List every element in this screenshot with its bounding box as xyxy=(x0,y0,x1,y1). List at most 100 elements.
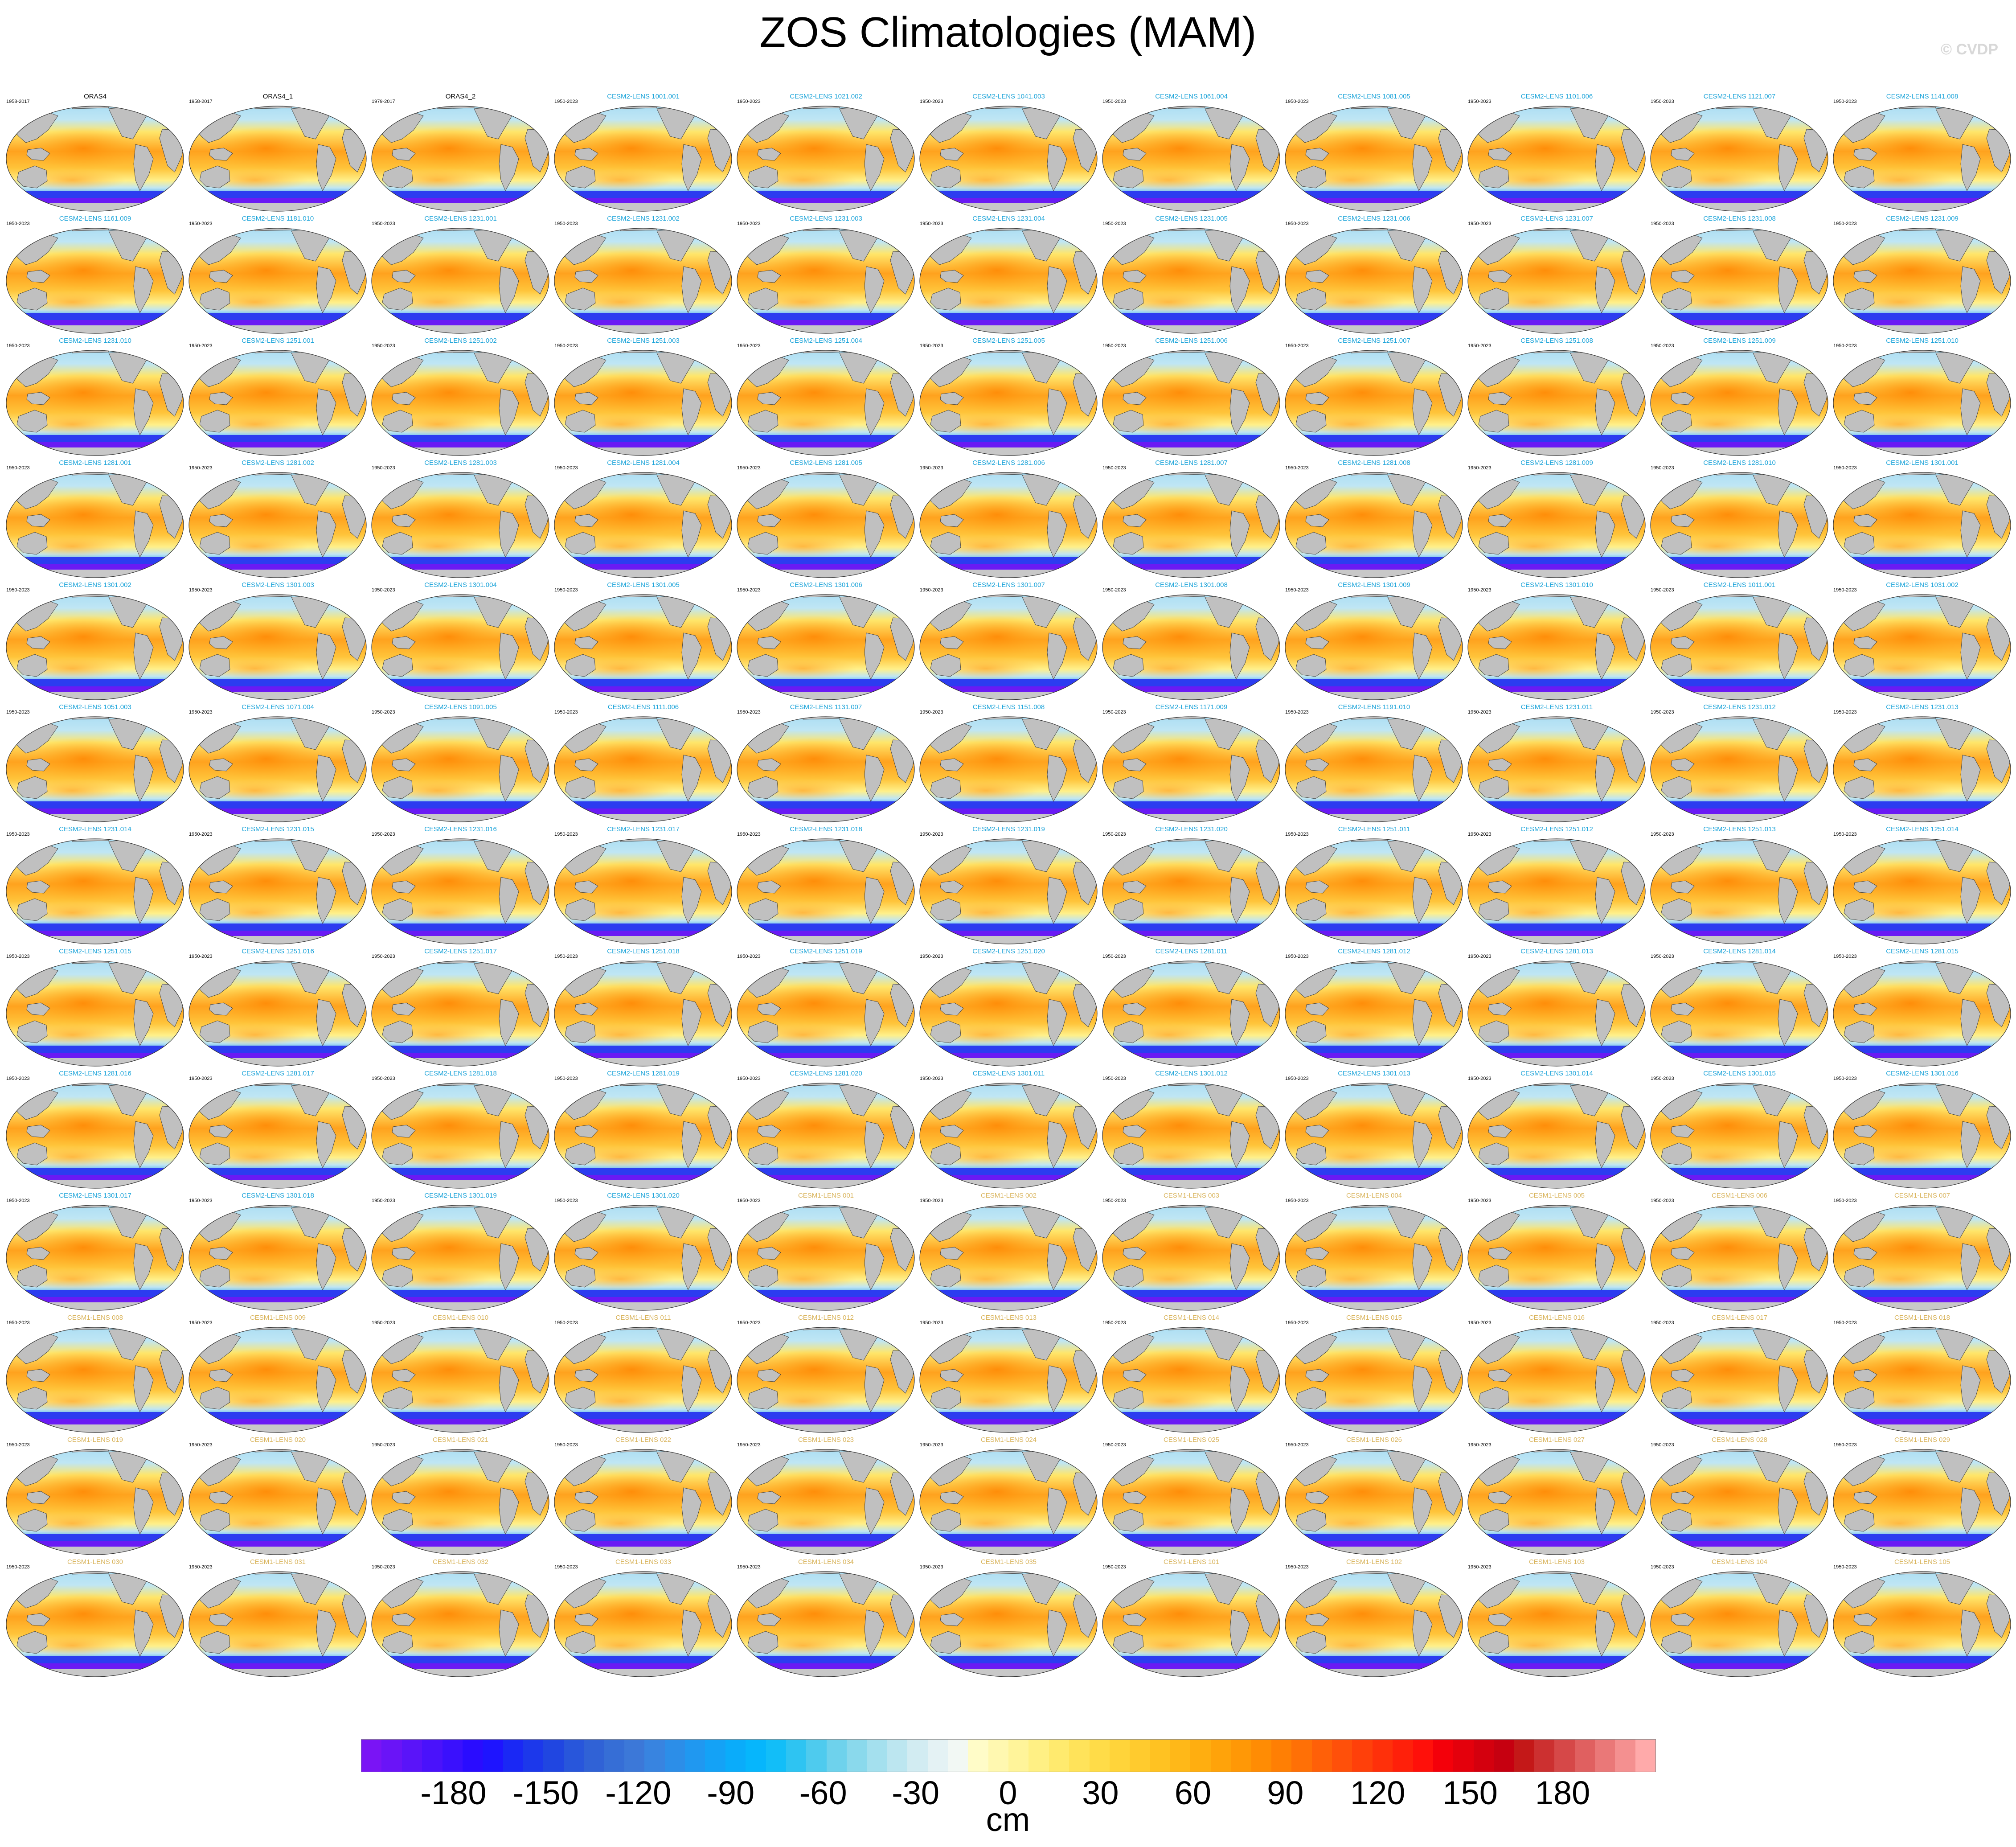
map-panel: CESM2-LENS 1231.009 1950-2023 xyxy=(1832,215,2012,337)
panel-title: CESM2-LENS 1251.019 xyxy=(790,948,862,955)
panel-period: 1950-2023 xyxy=(1102,343,1126,349)
zos-map xyxy=(371,1205,549,1311)
panel-period: 1950-2023 xyxy=(737,1076,761,1081)
panel-title: CESM2-LENS 1251.018 xyxy=(607,948,680,955)
panel-period: 1950-2023 xyxy=(920,1076,943,1081)
panel-period: 1950-2023 xyxy=(189,832,213,837)
colorbar-segment xyxy=(1170,1740,1191,1772)
panel-title: CESM1-LENS 021 xyxy=(432,1436,489,1444)
colorbar-segment xyxy=(361,1740,382,1772)
zos-map xyxy=(188,1327,367,1433)
colorbar-segment xyxy=(664,1740,685,1772)
panel-title: CESM2-LENS 1281.006 xyxy=(972,459,1045,467)
map-panel: CESM2-LENS 1251.017 1950-2023 xyxy=(371,948,550,1070)
colorbar-segment xyxy=(968,1740,988,1772)
panel-period: 1950-2023 xyxy=(1285,343,1309,349)
zos-map xyxy=(371,228,549,334)
panel-period: 1950-2023 xyxy=(372,465,395,471)
panel-title: CESM1-LENS 023 xyxy=(798,1436,854,1444)
panel-period: 1950-2023 xyxy=(1468,465,1492,471)
panel-title: CESM2-LENS 1251.006 xyxy=(1155,337,1228,345)
panel-period: 1958-2017 xyxy=(189,99,213,104)
panel-title: CESM2-LENS 1231.007 xyxy=(1520,215,1593,222)
zos-map xyxy=(1102,228,1280,334)
zos-map xyxy=(6,1571,184,1677)
map-panel: CESM2-LENS 1281.002 1950-2023 xyxy=(188,459,368,581)
panel-period: 1950-2023 xyxy=(554,1442,578,1448)
panel-period: 1950-2023 xyxy=(1833,710,1857,715)
map-panel: CESM1-LENS 102 1950-2023 xyxy=(1284,1558,1464,1680)
panel-title: CESM2-LENS 1281.008 xyxy=(1338,459,1410,467)
panel-title: CESM2-LENS 1301.020 xyxy=(607,1192,680,1199)
zos-map xyxy=(6,1327,184,1433)
colorbar-tick-label: 180 xyxy=(1535,1774,1590,1811)
zos-map xyxy=(1467,594,1646,700)
zos-map xyxy=(737,1205,915,1311)
colorbar-segment xyxy=(1473,1740,1494,1772)
zos-map xyxy=(1102,594,1280,700)
colorbar-segment xyxy=(1494,1740,1514,1772)
zos-map xyxy=(1285,1571,1463,1677)
panel-period: 1950-2023 xyxy=(1102,465,1126,471)
colorbar-tick-label: 150 xyxy=(1442,1774,1498,1811)
panel-title: CESM2-LENS 1061.004 xyxy=(1155,93,1228,100)
panel-period: 1950-2023 xyxy=(554,465,578,471)
panel-period: 1950-2023 xyxy=(737,465,761,471)
panel-period: 1950-2023 xyxy=(1468,832,1492,837)
colorbar-segment xyxy=(1311,1740,1332,1772)
zos-map xyxy=(6,350,184,456)
map-panel: CESM2-LENS 1301.016 1950-2023 xyxy=(1832,1070,2012,1192)
panel-period: 1950-2023 xyxy=(6,1076,30,1081)
zos-map xyxy=(371,1083,549,1189)
map-panel: CESM1-LENS 103 1950-2023 xyxy=(1467,1558,1647,1680)
zos-map xyxy=(737,838,915,944)
map-panel: CESM1-LENS 016 1950-2023 xyxy=(1467,1314,1647,1436)
zos-map xyxy=(1650,1205,1828,1311)
panel-period: 1950-2023 xyxy=(1285,1198,1309,1203)
colorbar-segment xyxy=(462,1740,483,1772)
zos-map xyxy=(1833,472,2011,578)
zos-map xyxy=(1650,960,1828,1067)
panel-title: CESM2-LENS 1281.019 xyxy=(607,1070,680,1077)
zos-map xyxy=(188,716,367,822)
map-panel: CESM2-LENS 1281.006 1950-2023 xyxy=(919,459,1098,581)
zos-map xyxy=(737,594,915,700)
zos-map xyxy=(737,106,915,212)
map-panel: CESM2-LENS 1251.015 1950-2023 xyxy=(5,948,185,1070)
map-panel: CESM2-LENS 1251.002 1950-2023 xyxy=(371,337,550,459)
panel-period: 1950-2023 xyxy=(6,1198,30,1203)
panel-period: 1950-2023 xyxy=(372,343,395,349)
colorbar-segment xyxy=(786,1740,807,1772)
panel-period: 1950-2023 xyxy=(920,1564,943,1570)
zos-map xyxy=(1833,1449,2011,1555)
panel-title: CESM2-LENS 1231.015 xyxy=(242,825,314,833)
map-panel: CESM2-LENS 1101.006 1950-2023 xyxy=(1467,93,1647,215)
zos-map xyxy=(554,594,732,700)
map-panel: CESM2-LENS 1281.005 1950-2023 xyxy=(736,459,916,581)
map-panel: CESM1-LENS 025 1950-2023 xyxy=(1102,1436,1281,1558)
map-panel: CESM2-LENS 1231.016 1950-2023 xyxy=(371,825,550,948)
colorbar-segment xyxy=(887,1740,908,1772)
panel-title: CESM1-LENS 017 xyxy=(1711,1314,1768,1322)
zos-map xyxy=(188,472,367,578)
panel-title: CESM1-LENS 005 xyxy=(1528,1192,1585,1199)
map-panel: CESM2-LENS 1071.004 1950-2023 xyxy=(188,703,368,825)
map-panel: CESM1-LENS 008 1950-2023 xyxy=(5,1314,185,1436)
map-panel: CESM2-LENS 1181.010 1950-2023 xyxy=(188,215,368,337)
panel-period: 1950-2023 xyxy=(189,954,213,959)
panel-period: 1950-2023 xyxy=(554,99,578,104)
zos-map xyxy=(371,106,549,212)
panel-period: 1950-2023 xyxy=(1833,1198,1857,1203)
map-panel: ORAS4_2 1979-2017 xyxy=(371,93,550,215)
panel-period: 1950-2023 xyxy=(189,1564,213,1570)
zos-map xyxy=(554,350,732,456)
panel-period: 1950-2023 xyxy=(6,465,30,471)
map-panel: CESM2-LENS 1281.014 1950-2023 xyxy=(1650,948,1829,1070)
zos-map xyxy=(1467,1327,1646,1433)
panel-title: CESM2-LENS 1301.007 xyxy=(972,581,1045,589)
panel-title: CESM2-LENS 1231.018 xyxy=(790,825,862,833)
zos-map xyxy=(1650,1083,1828,1189)
map-panel: CESM2-LENS 1251.019 1950-2023 xyxy=(736,948,916,1070)
panel-period: 1950-2023 xyxy=(1651,1320,1674,1326)
zos-map xyxy=(1285,350,1463,456)
